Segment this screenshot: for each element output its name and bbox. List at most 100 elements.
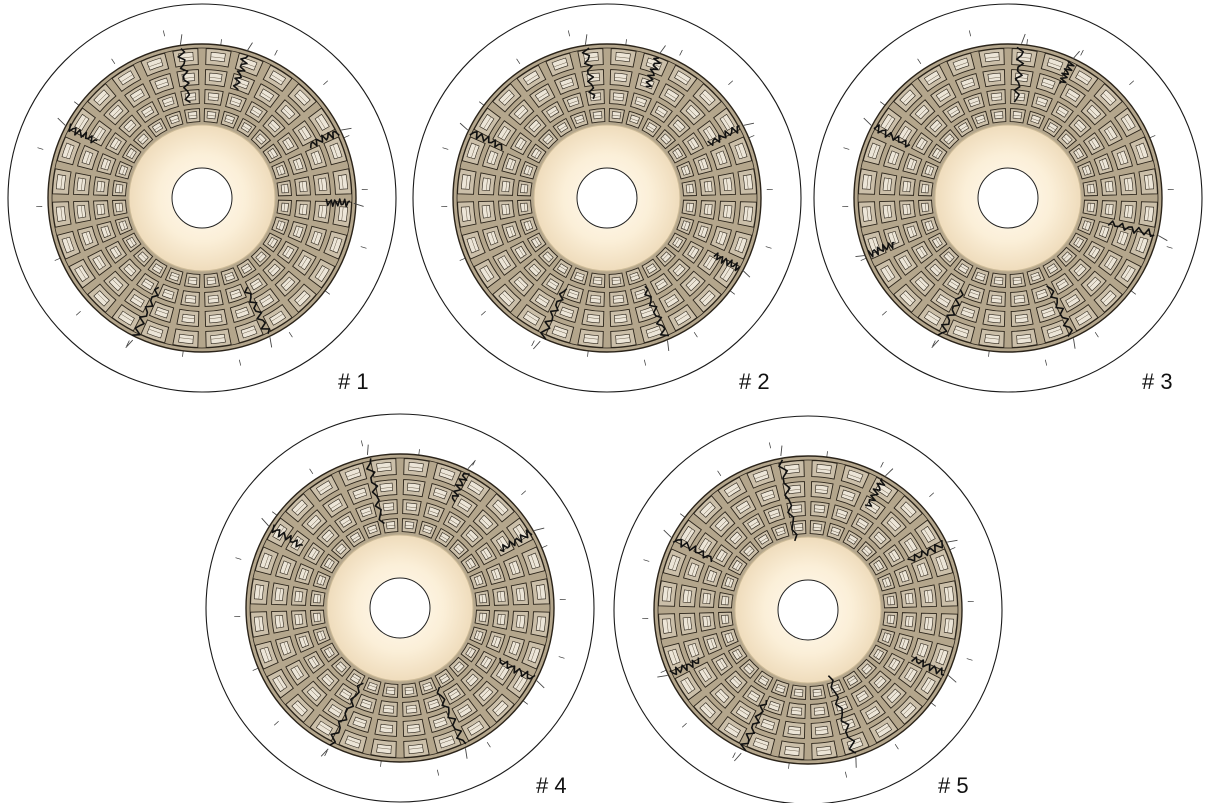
coffer-line [876,678,884,686]
coffer-inset [1040,306,1056,319]
coffer-inset [206,276,217,285]
coffer-inset [542,133,554,145]
coffer-line [962,81,974,86]
crack-extension [657,675,668,678]
coffer-inset [1100,290,1117,307]
coffer-line [242,125,250,131]
coffer-line [324,532,332,540]
coffer-line [1014,297,1025,300]
outer-tick-mark [880,461,884,468]
outer-tick-mark [680,513,686,518]
coffer-line [1076,266,1084,274]
coffer-inset [921,183,930,194]
coffer-line [738,238,743,251]
coffer-line [455,663,462,670]
coffer-inset [566,96,580,108]
coffer-line [976,118,985,122]
coffer-line [502,293,512,303]
coffer-inset [453,661,465,673]
panel-4 [205,413,595,803]
coffer-line [211,56,225,59]
coffer-line [762,493,774,498]
coffer-line [440,675,448,681]
crack-line [271,524,304,548]
coffer-line [703,505,713,515]
coffer-line [495,703,505,713]
coffer-line [946,136,953,143]
coffer-line [994,114,1003,117]
coffer-inset [240,57,258,71]
coffer-line [545,136,552,143]
coffer-inset [586,313,600,324]
coffer-line [518,247,524,257]
coffer-line [641,310,653,315]
coffer-line [724,596,727,605]
coffer-inset [513,104,529,120]
coffer-line [970,100,979,105]
coffer-inset [722,177,733,191]
coffer-line [675,266,683,274]
coffer-line [866,207,869,221]
coffer-line [242,265,250,271]
coffer-line [561,81,573,86]
crack-line [329,682,364,746]
coffer-inset [816,463,832,475]
coffer-line [723,267,731,279]
coffer-line [932,266,940,274]
coffer-line [113,139,119,149]
coffer-inset [990,92,1003,102]
coffer-line [666,587,669,601]
coffer-line [316,594,319,603]
coffer-line [887,205,889,218]
coffer-line [207,114,216,117]
outer-tick-mark [418,449,420,456]
coffer-line [884,578,888,587]
coffer-line [156,81,168,86]
crack-line [672,539,713,563]
coffer-inset [329,236,343,254]
coffer-line [476,576,480,585]
coffer-inset [873,531,887,545]
crack-line [68,123,98,144]
coffer-line [405,524,414,527]
coffer-line [848,741,861,746]
outer-tick-mark [235,557,242,560]
crack-extension [659,45,666,55]
coffer-inset [583,333,599,345]
coffer-inset [93,89,110,106]
crack-line [499,657,536,680]
coffer-inset [924,164,935,176]
coffer-line [554,62,567,67]
crack-extension [1073,338,1076,349]
coffer-line [1089,108,1098,117]
coffer-line [903,505,913,515]
coffer-inset [108,276,124,292]
coffer-line [612,279,621,282]
coffer-inset [337,174,349,190]
coffer-line [569,100,578,105]
coffer-line [501,128,508,139]
coffer-line [341,207,344,221]
outer-tick-mark [860,257,867,261]
coffer-inset [935,648,949,666]
dome-inner-rim [657,459,959,761]
coffer-line [1031,118,1040,122]
coffer-line [164,291,173,296]
coffer-inset [793,523,804,532]
coffer-line [285,139,291,149]
coffer-line [706,593,709,604]
coffer-line [727,726,739,734]
coffer-inset [943,133,955,145]
outer-tick-mark [1129,80,1135,86]
coffer-line [548,109,558,115]
coffer-line [257,253,264,260]
coffer-line [341,175,344,189]
coffer-inset [224,271,236,282]
coffer-line [985,56,999,59]
coffer-line [527,221,531,230]
coffer-line [531,648,536,661]
coffer-inset [812,688,823,697]
coffer-line [590,297,601,300]
coffer-line [225,118,234,122]
coffer-inset [1143,174,1155,190]
